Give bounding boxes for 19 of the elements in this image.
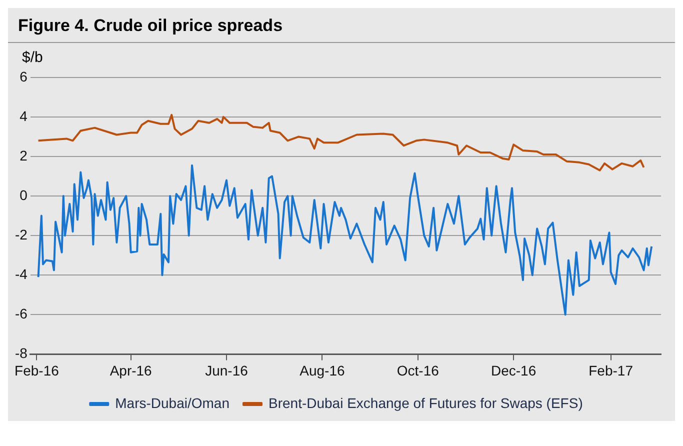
y-tick-label: -6 — [14, 306, 28, 322]
x-tick-label: Aug-16 — [300, 362, 345, 378]
x-tick-label: Dec-16 — [490, 362, 536, 378]
x-tick-label: Oct-16 — [396, 362, 440, 378]
y-axis-title: $/b — [21, 48, 44, 66]
x-tick-label: Feb-17 — [588, 362, 634, 378]
y-tick-label: -4 — [14, 266, 28, 282]
x-tick-label: Apr-16 — [110, 362, 152, 378]
chart-title: Figure 4. Crude oil price spreads — [8, 12, 675, 43]
y-tick-label: 6 — [20, 68, 28, 84]
y-tick-label: 2 — [20, 147, 28, 164]
y-tick-label: 4 — [20, 108, 28, 124]
legend-label: Mars-Dubai/Oman — [115, 394, 230, 411]
x-tick-label: Feb-16 — [14, 362, 60, 378]
y-tick-label: -2 — [14, 226, 28, 242]
x-tick-label: Jun-16 — [205, 362, 248, 378]
y-tick-label: -8 — [14, 345, 28, 362]
legend-label: Brent-Dubai Exchange of Futures for Swaps (EFS) — [268, 394, 583, 411]
y-tick-label: 0 — [20, 186, 28, 203]
